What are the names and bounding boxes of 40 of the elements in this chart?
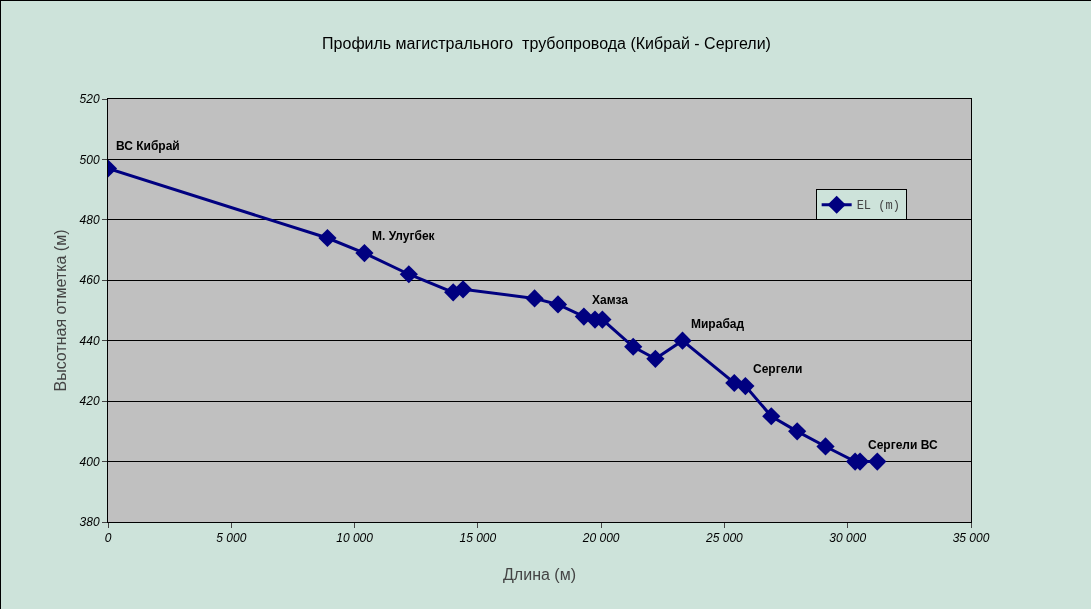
point	[816, 437, 835, 456]
point	[736, 376, 755, 396]
point	[548, 295, 568, 314]
y-axis-title: Высотная отметка (м)	[52, 229, 69, 392]
x-tick-label: 30 000	[829, 531, 867, 546]
y-tick-label: 440	[79, 333, 100, 348]
annotation: Мирабад	[691, 317, 745, 331]
point	[762, 407, 781, 426]
point	[399, 265, 418, 284]
x-tick-label: 35 000	[952, 531, 990, 546]
point	[673, 331, 692, 350]
x-axis-title: Длина (м)	[503, 566, 576, 583]
annotation: ВС Кибрай	[116, 139, 180, 153]
annotation: Сергели	[753, 362, 803, 376]
x-tick-label: 15 000	[459, 531, 497, 546]
point	[355, 243, 374, 263]
annotation: М. Улугбек	[372, 229, 436, 243]
point	[453, 280, 473, 299]
x-tick-label: 25 000	[705, 531, 744, 546]
x-tick-label: 0	[104, 531, 112, 546]
y-tick-label: 460	[79, 273, 100, 288]
x-tick-label: 20 000	[581, 531, 620, 546]
chart-title: Профиль магистрального трубопровода (Кибрай - Сергели)	[322, 34, 771, 52]
point	[624, 337, 643, 356]
y-tick-label: 500	[79, 152, 100, 167]
point	[788, 422, 807, 441]
x-tick-label: 10 000	[336, 531, 374, 546]
x-tick-label: 5 000	[216, 531, 247, 546]
legend-label: EL (m)	[856, 199, 900, 214]
y-tick-label: 420	[79, 394, 100, 409]
point	[868, 452, 887, 471]
y-tick-label: 520	[79, 92, 100, 107]
y-tick-label: 480	[79, 213, 100, 228]
annotation: Сергели ВС	[868, 438, 938, 452]
y-tick-label: 400	[79, 454, 100, 469]
y-tick-label: 380	[79, 515, 100, 530]
point	[646, 349, 665, 368]
annotation: Хамза	[592, 293, 629, 307]
point	[525, 289, 544, 308]
point	[318, 228, 337, 248]
